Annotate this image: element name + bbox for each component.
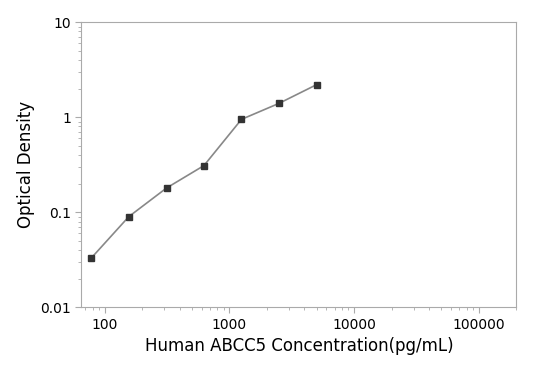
Y-axis label: Optical Density: Optical Density (17, 101, 35, 228)
X-axis label: Human ABCC5 Concentration(pg/mL): Human ABCC5 Concentration(pg/mL) (144, 337, 453, 355)
